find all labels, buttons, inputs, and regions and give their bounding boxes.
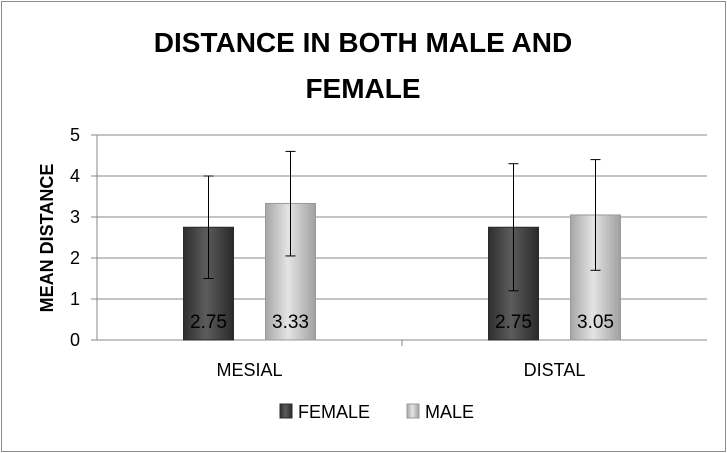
y-tick-label: 2 bbox=[70, 248, 80, 268]
legend-swatch-male bbox=[406, 403, 420, 419]
y-tick-label: 0 bbox=[70, 330, 80, 350]
x-category-label: MESIAL bbox=[216, 360, 282, 380]
y-tick-label: 4 bbox=[70, 166, 80, 186]
legend-label-male: MALE bbox=[425, 402, 474, 422]
data-label: 2.75 bbox=[495, 312, 532, 333]
data-label: 3.05 bbox=[577, 312, 614, 333]
chart-title-line-2: FEMALE bbox=[305, 73, 420, 104]
legend: FEMALE MALE bbox=[279, 402, 474, 422]
y-tick-label: 1 bbox=[70, 289, 80, 309]
y-tick-label: 3 bbox=[70, 207, 80, 227]
y-axis-label: MEAN DISTANCE bbox=[37, 164, 57, 313]
data-label: 2.75 bbox=[190, 312, 227, 333]
x-category-label: DISTAL bbox=[524, 360, 586, 380]
legend-swatch-female bbox=[279, 403, 293, 419]
y-tick-label: 5 bbox=[70, 125, 80, 145]
legend-label-female: FEMALE bbox=[298, 402, 370, 422]
data-label: 3.33 bbox=[272, 312, 309, 333]
chart-title-line-1: DISTANCE IN BOTH MALE AND bbox=[154, 27, 572, 58]
bar-male-distal bbox=[570, 214, 621, 341]
